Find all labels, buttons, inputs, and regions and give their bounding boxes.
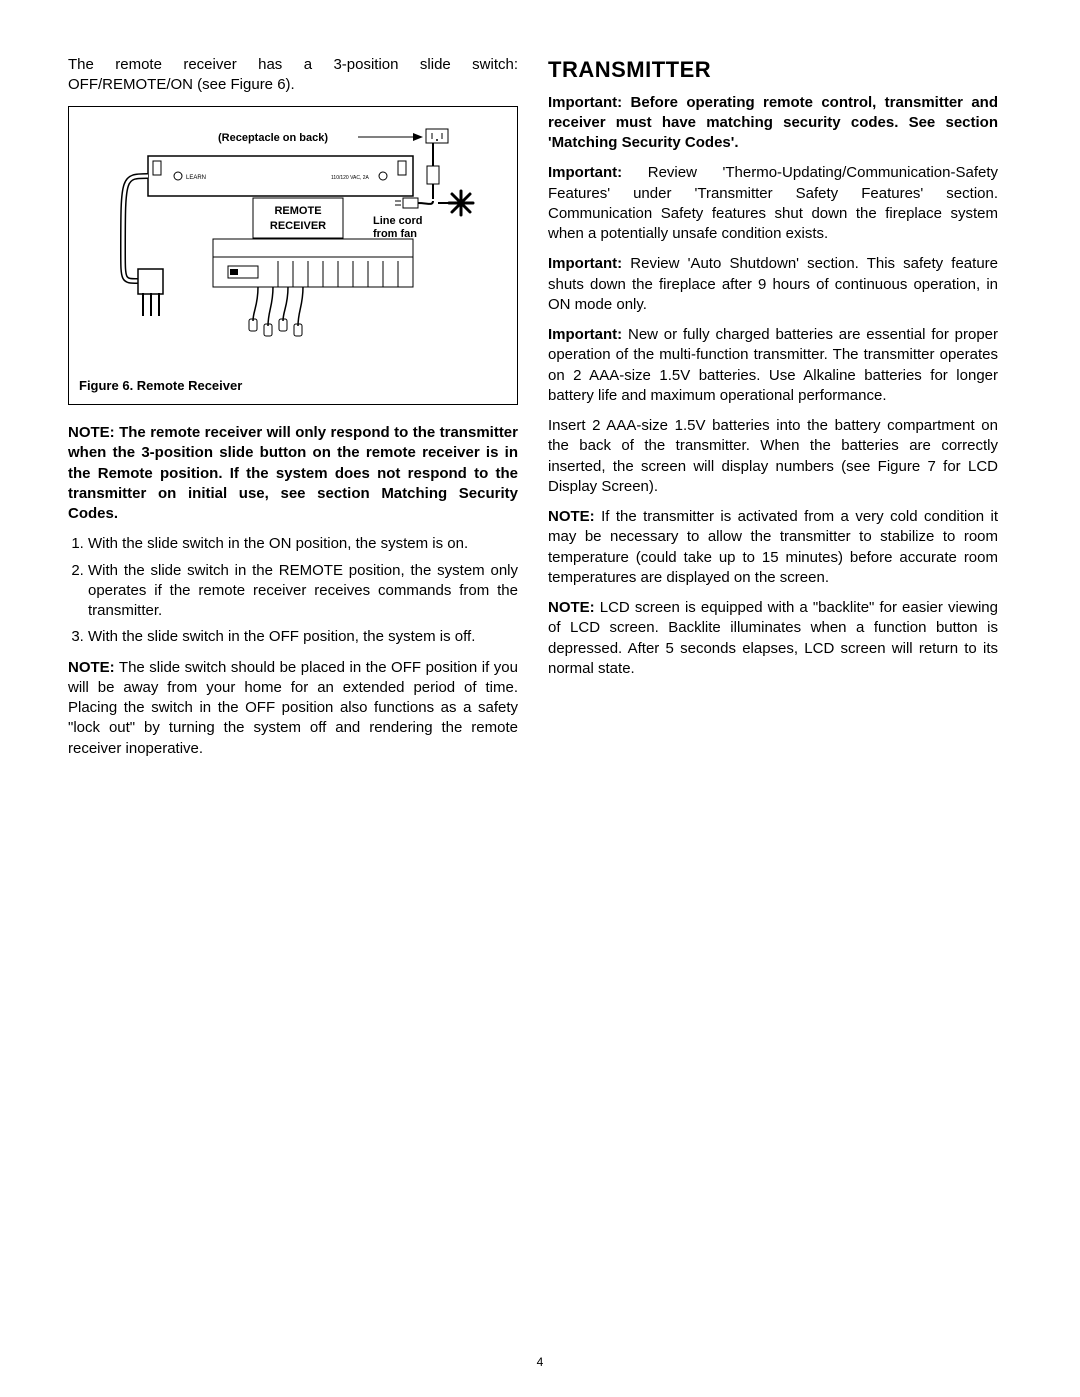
- remote-receiver-diagram: (Receptacle on back) LEARN: [79, 121, 507, 371]
- note-respond: NOTE: The remote receiver will only resp…: [68, 423, 518, 524]
- right-column: TRANSMITTER Important: Before operating …: [548, 55, 998, 1367]
- steps-list: With the slide switch in the ON position…: [68, 534, 518, 647]
- svg-text:Line cord: Line cord: [373, 215, 423, 227]
- intro-para: The remote receiver has a 3-position sli…: [68, 55, 518, 96]
- step-2: With the slide switch in the REMOTE posi…: [88, 561, 518, 622]
- svg-text:LEARN: LEARN: [186, 175, 206, 181]
- note-cold: NOTE: If the transmitter is activated fr…: [548, 507, 998, 588]
- note-backlite: NOTE: LCD screen is equipped with a "bac…: [548, 598, 998, 679]
- figure-6-box: (Receptacle on back) LEARN: [68, 106, 518, 406]
- insert-batteries: Insert 2 AAA-size 1.5V batteries into th…: [548, 416, 998, 497]
- left-column: The remote receiver has a 3-position sli…: [68, 55, 518, 1367]
- receptacle-text: (Receptacle on back): [218, 132, 328, 144]
- important-batteries: Important: New or fully charged batterie…: [548, 325, 998, 406]
- important-thermo: Important: Review 'Thermo-Updating/Commu…: [548, 163, 998, 244]
- svg-text:from fan: from fan: [373, 228, 417, 240]
- transmitter-heading: TRANSMITTER: [548, 55, 998, 85]
- important-security-codes: Important: Before operating remote contr…: [548, 93, 998, 154]
- svg-text:110/120 VAC, 2A: 110/120 VAC, 2A: [331, 175, 370, 181]
- important-auto-shutdown: Important: Review 'Auto Shutdown' sectio…: [548, 254, 998, 315]
- svg-text:REMOTE: REMOTE: [274, 205, 321, 217]
- step-3: With the slide switch in the OFF positio…: [88, 627, 518, 647]
- note-lockout: NOTE: The slide switch should be placed …: [68, 658, 518, 759]
- page-number: 4: [537, 1355, 544, 1369]
- figure-caption: Figure 6. Remote Receiver: [79, 377, 507, 395]
- step-1: With the slide switch in the ON position…: [88, 534, 518, 554]
- svg-text:RECEIVER: RECEIVER: [270, 220, 326, 232]
